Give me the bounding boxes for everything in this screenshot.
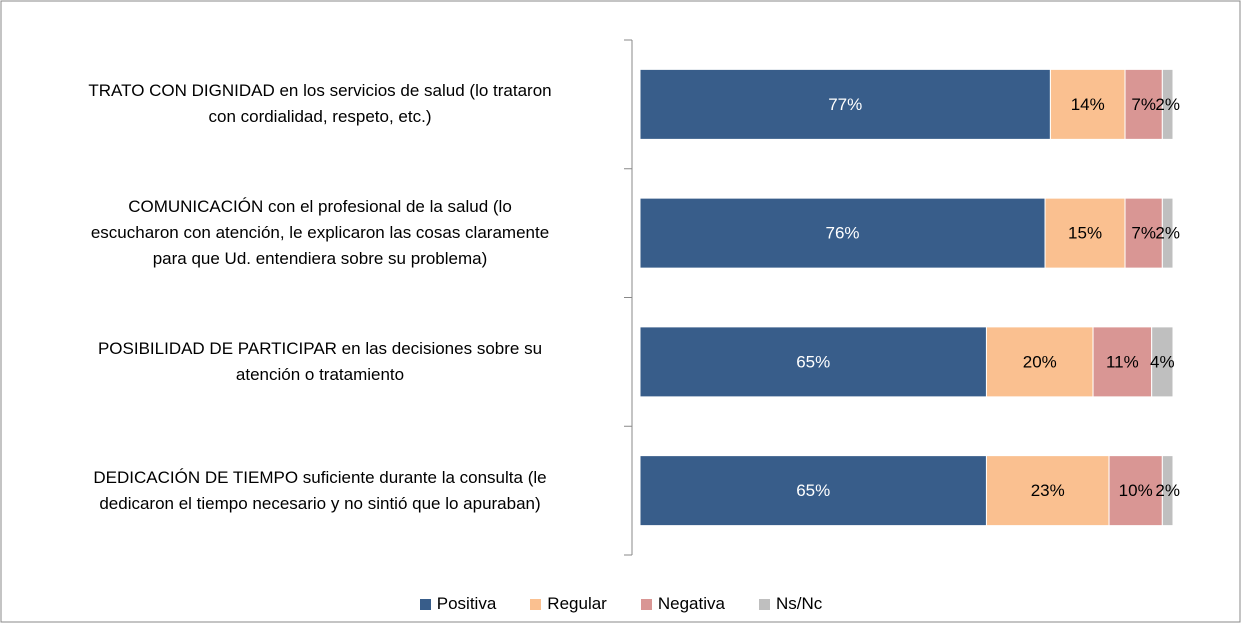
data-label: 65% (796, 352, 830, 371)
bar-segment (639, 197, 1046, 269)
legend-swatch (640, 598, 652, 610)
legend-swatch (419, 598, 431, 610)
bar-segment (1044, 197, 1126, 269)
legend-swatch (530, 598, 542, 610)
bar-segment (1151, 326, 1174, 398)
data-label: 4% (1150, 352, 1175, 371)
bar-segment (639, 68, 1051, 140)
legend-label: Regular (547, 594, 607, 613)
data-label: 7% (1131, 224, 1156, 243)
data-label: 23% (1031, 481, 1065, 500)
legend-item: Regular (530, 594, 607, 614)
data-label: 76% (826, 224, 860, 243)
data-label: 14% (1071, 95, 1105, 114)
bar-segment (639, 455, 987, 527)
data-label: 77% (828, 95, 862, 114)
bar-segment (1161, 197, 1174, 269)
bar-segment (1161, 68, 1174, 140)
category-label: COMUNICACIÓN con el profesional de la sa… (90, 197, 550, 269)
legend-item: Ns/Nc (758, 594, 823, 614)
legend: Positiva Regular Negativa Ns/Nc (0, 594, 1242, 614)
category-label: TRATO CON DIGNIDAD en los servicios de s… (88, 81, 552, 127)
category-label: POSIBILIDAD DE PARTICIPAR en las decisio… (97, 338, 543, 384)
legend-swatch (758, 598, 770, 610)
legend-item: Positiva (419, 594, 497, 614)
data-label: 15% (1068, 224, 1102, 243)
legend-label: Positiva (436, 594, 497, 613)
data-label: 2% (1155, 224, 1180, 243)
data-label: 7% (1131, 95, 1156, 114)
category-label: DEDICACIÓN DE TIEMPO suficiente durante … (93, 467, 547, 513)
data-label: 10% (1119, 481, 1153, 500)
bar-segment (1092, 326, 1153, 398)
data-label: 2% (1155, 95, 1180, 114)
bar-segment (1124, 197, 1163, 269)
bar-segment (639, 326, 987, 398)
bar-segment (1049, 68, 1126, 140)
data-label: 20% (1023, 352, 1057, 371)
bar-segment (1161, 455, 1174, 527)
legend-label: Ns/Nc (775, 594, 823, 613)
data-label: 11% (1106, 352, 1139, 371)
bar-segment (985, 326, 1094, 398)
data-label: 2% (1155, 481, 1180, 500)
bar-segment (985, 455, 1110, 527)
legend-label: Negativa (657, 594, 725, 613)
bar-segment (1108, 455, 1163, 527)
legend-item: Negativa (640, 594, 725, 614)
data-label: 65% (796, 481, 830, 500)
